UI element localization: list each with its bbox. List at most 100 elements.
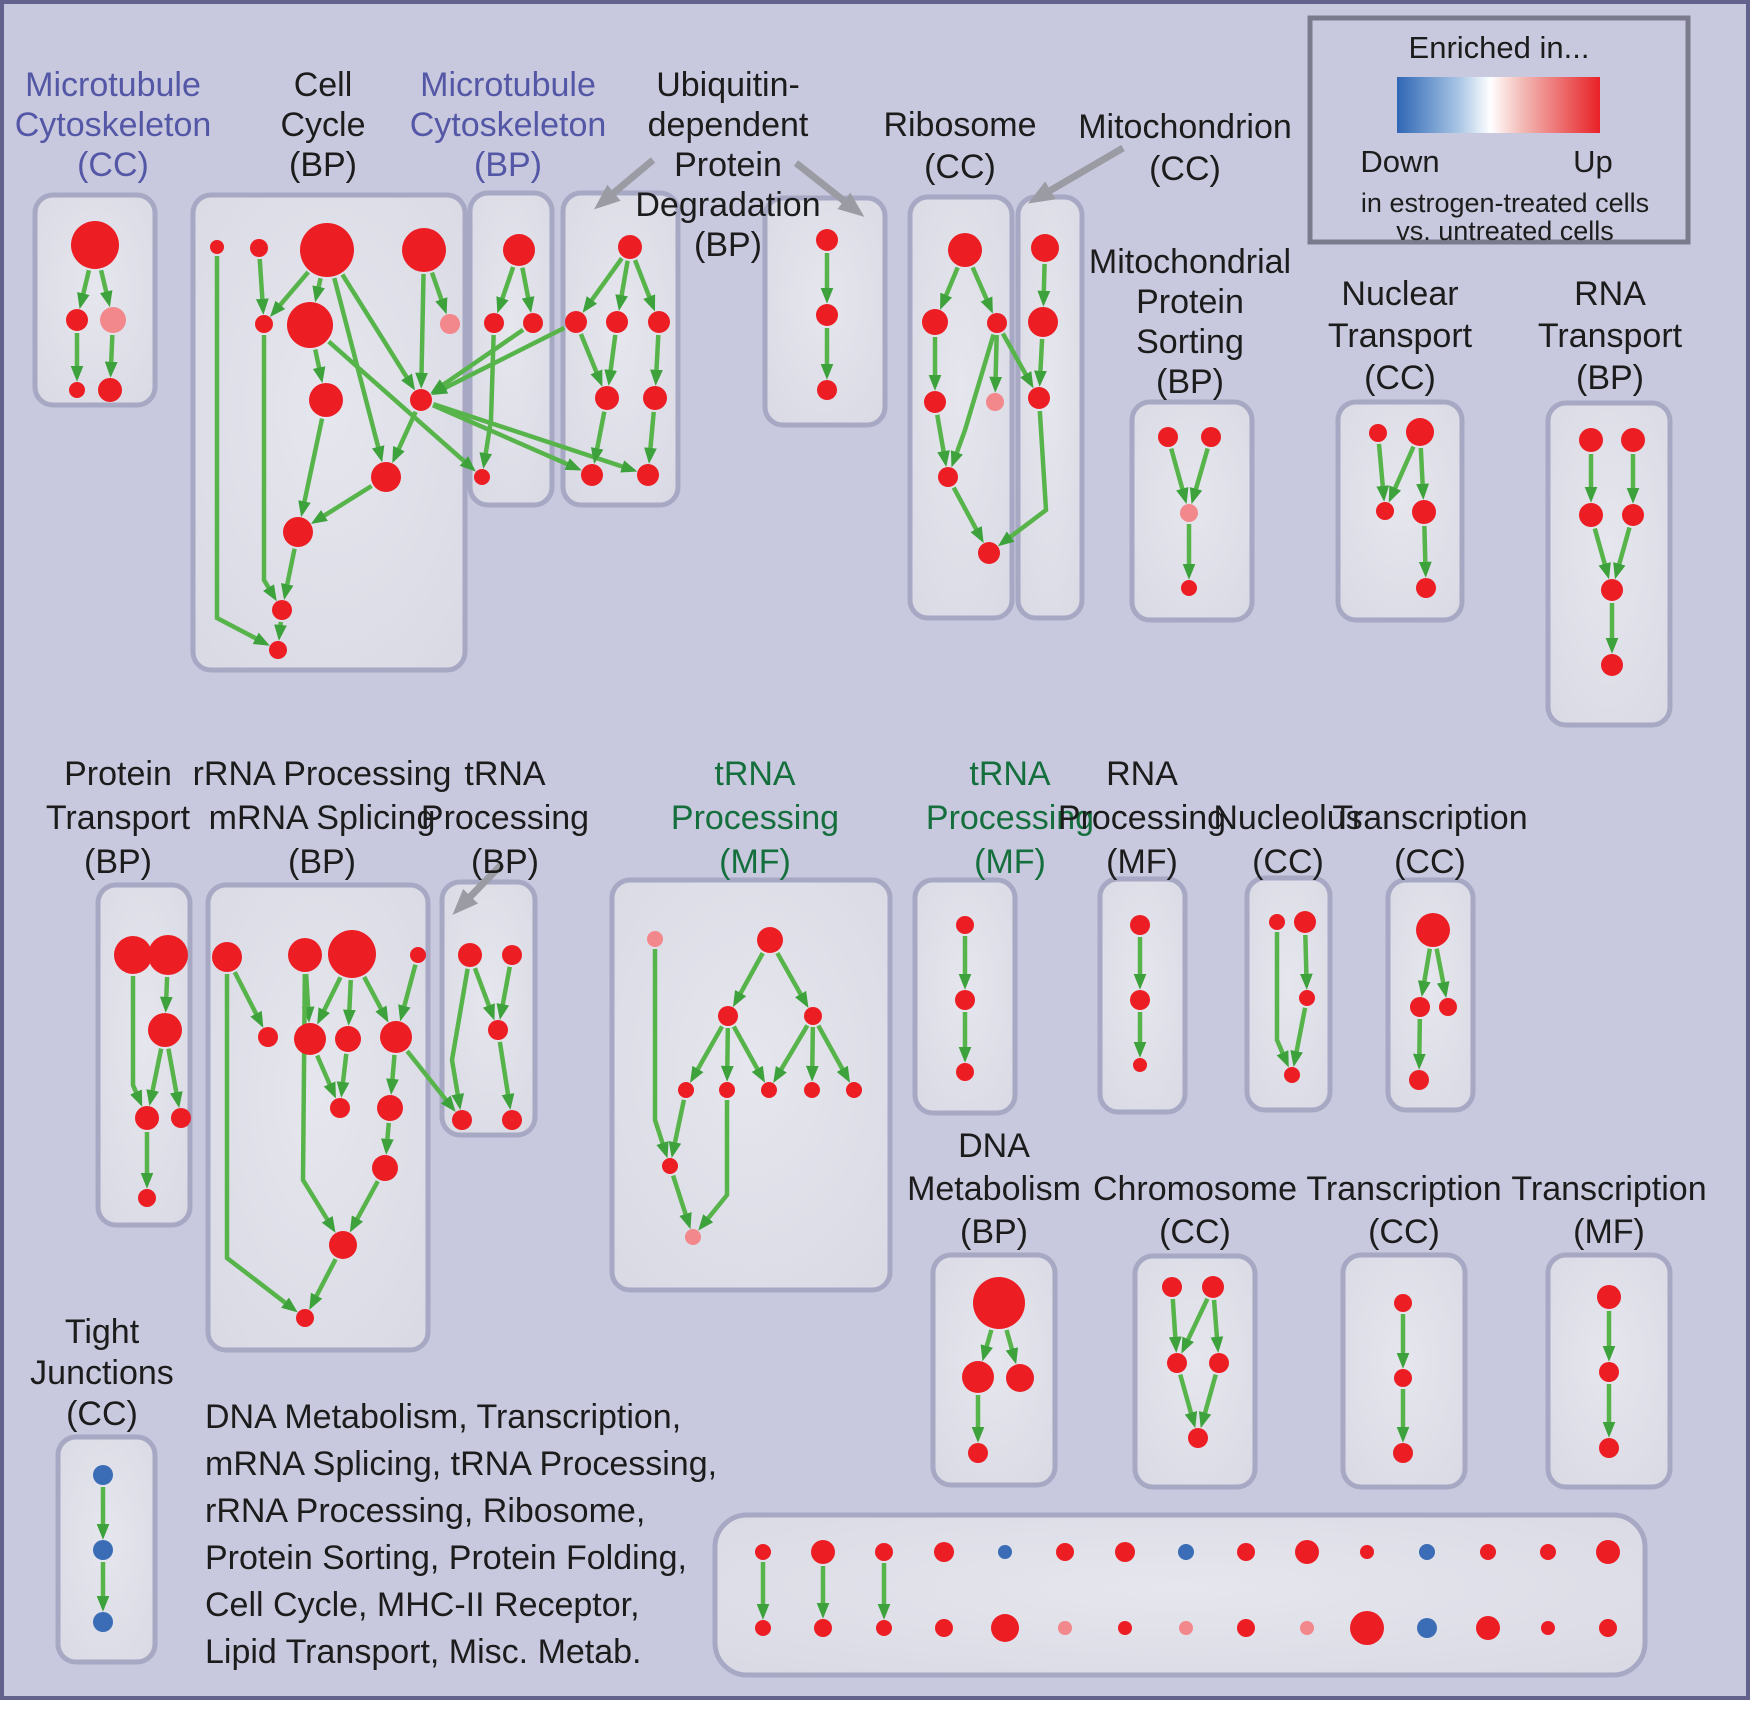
cluster-label-nucleolus-line0: Nucleolus [1213, 799, 1362, 837]
misc-node-bottom-10 [1350, 1611, 1384, 1645]
edge-u1-to-u2 [582, 257, 624, 313]
go-term-node-cc1 [210, 240, 224, 254]
go-term-node-tc1 [1416, 913, 1450, 947]
cluster-label-dna-metabolism-line1: Metabolism [907, 1170, 1081, 1208]
edge-pt2-to-pt3 [159, 976, 173, 1013]
go-term-node-tm5 [678, 1082, 694, 1098]
edge-ch4-to-ch5 [1198, 1373, 1218, 1429]
go-term-node-b1 [816, 229, 838, 251]
edge-a1-to-a3 [98, 269, 113, 308]
go-term-node-cc2 [250, 239, 268, 257]
misc-node-bottom-11 [1417, 1618, 1437, 1638]
cluster-label-rna-transport-line1: Transport [1538, 317, 1683, 355]
cluster-label-transcription-cc-2-line1: (CC) [1368, 1213, 1440, 1251]
edge-m2-to-m4 [479, 334, 496, 469]
edge-tm4-to-tm7 [773, 1024, 810, 1083]
go-term-node-rt5 [1601, 579, 1623, 601]
go-term-node-t3 [488, 1020, 508, 1040]
misc-node-top-4 [998, 1545, 1012, 1559]
misc-node-bottom-2 [876, 1620, 892, 1636]
go-term-node-tm10 [662, 1158, 678, 1174]
edge-r1-to-r3 [970, 266, 993, 314]
edge-rr3-to-rr6 [317, 976, 343, 1025]
misc-node-bottom-5 [1058, 1621, 1072, 1635]
label-pointer-arrow-3 [452, 861, 505, 915]
edge-u1-to-u4 [632, 259, 656, 312]
edge-tm10-to-tm11 [670, 1174, 692, 1230]
edge-a3-to-a5 [104, 334, 118, 378]
cluster-label-nucleolus-line1: (CC) [1252, 843, 1324, 881]
cluster-label-cell-cycle-line1: Cycle [280, 106, 365, 144]
misc-node-bottom-12 [1476, 1616, 1500, 1640]
edge-mt1-to-mt2 [1037, 263, 1051, 307]
misc-node-bottom-9 [1300, 1621, 1314, 1635]
go-term-node-w1 [1597, 1285, 1621, 1309]
edge-rr10-to-rr11 [381, 1122, 394, 1155]
edge-d1-to-d3 [1004, 1329, 1019, 1365]
go-term-node-rt1 [1579, 428, 1603, 452]
edge-nt4-to-nt5 [1418, 525, 1432, 578]
edge-r3-to-mt3 [1000, 332, 1034, 389]
edge-cc11-to-cc12 [280, 548, 297, 601]
go-term-node-q3 [1393, 1443, 1413, 1463]
edge-pt3-to-pt4 [146, 1048, 164, 1107]
cluster-label-nuclear-transport-line2: (CC) [1364, 359, 1436, 397]
edge-rr8-to-t4 [405, 1049, 456, 1113]
go-term-node-rp1 [1130, 915, 1150, 935]
go-term-node-cc5 [255, 315, 273, 333]
cluster-label-tight-junctions-line2: (CC) [66, 1395, 138, 1433]
cluster-label-transcription-cc-2-line0: Transcription [1306, 1170, 1501, 1208]
edge-mt2-to-mt3 [1034, 338, 1047, 387]
go-term-node-u4 [648, 311, 670, 333]
edge-tm3-to-tm5 [690, 1025, 725, 1083]
go-term-node-rr5 [258, 1027, 278, 1047]
misc-node-top-8 [1237, 1543, 1255, 1561]
go-term-node-n3 [1299, 990, 1315, 1006]
cluster-label-mt-bp-line2: (BP) [474, 146, 542, 184]
edge-u2-to-cc9 [431, 325, 566, 395]
go-term-node-rt4 [1622, 504, 1644, 526]
cluster-label-rrna-processing-mrna-splicing-line2: (BP) [288, 843, 356, 881]
legend: Enriched in... Down Up in estrogen-treated … [1307, 15, 1691, 246]
go-term-node-n1 [1269, 914, 1285, 930]
cluster-label-mt-cc-line1: Cytoskeleton [15, 106, 212, 144]
go-term-node-m1 [503, 234, 535, 266]
edge-rr4-to-rr8 [398, 964, 418, 1022]
edge-r3-to-r6 [950, 333, 996, 468]
misc-category-text-line1: mRNA Splicing, tRNA Processing, [205, 1445, 717, 1483]
cluster-box-dna-metabolism [930, 1252, 1058, 1488]
misc-node-top-10 [1360, 1545, 1374, 1559]
edge-t3-to-t5 [497, 1041, 515, 1110]
edge-cc4-to-cc7 [429, 271, 448, 315]
edge-rt4-to-rt5 [1613, 526, 1632, 580]
go-term-node-q2 [1394, 1369, 1412, 1387]
cluster-label-mito-protein-sorting-line2: Sorting [1136, 323, 1244, 361]
go-term-node-cc8 [309, 383, 343, 417]
cluster-label-ribosome-line1: (CC) [924, 148, 996, 186]
cluster-label-nuclear-transport-line0: Nuclear [1341, 275, 1458, 313]
edge-rr1-to-rr5 [232, 971, 264, 1028]
cluster-label-ubiquitin-degradation-line2: Protein [674, 146, 782, 184]
go-term-node-cc12 [272, 600, 292, 620]
misc-node-bottom-8 [1237, 1619, 1255, 1637]
edge-d1-to-d2 [980, 1329, 994, 1362]
go-term-node-rt2 [1621, 428, 1645, 452]
misc-node-bottom-14 [1599, 1619, 1617, 1637]
legend-title: Enriched in... [1409, 30, 1590, 65]
go-term-node-pt2 [148, 935, 188, 975]
cluster-label-ribosome-line0: Ribosome [883, 106, 1036, 144]
label-pointer-arrow-2 [1028, 144, 1125, 204]
go-term-node-a5 [98, 378, 122, 402]
go-term-node-r6 [938, 467, 958, 487]
edge-t2-to-t3 [496, 966, 513, 1020]
go-term-node-a1 [71, 221, 119, 269]
cluster-label-rna-processing-mf-line1: Processing [1058, 799, 1226, 837]
go-term-node-rr13 [296, 1309, 314, 1327]
go-term-node-tc4 [1409, 1070, 1429, 1090]
misc-node-bottom-13 [1541, 1621, 1555, 1635]
go-term-node-t1 [458, 943, 482, 967]
misc-node-bottom-6 [1118, 1621, 1132, 1635]
edge-n2-to-n3 [1299, 934, 1313, 990]
go-term-node-m2 [484, 313, 504, 333]
